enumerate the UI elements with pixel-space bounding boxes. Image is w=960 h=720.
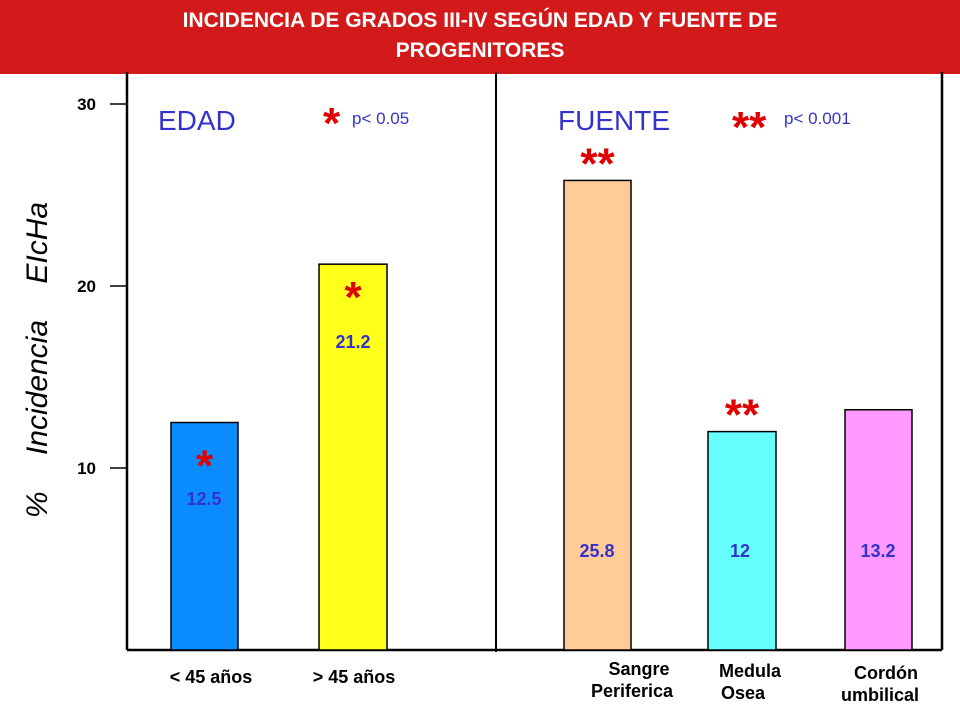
fuente-heading: FUENTE [558,105,670,136]
bar-value-label: 12 [730,541,750,561]
x-label-sangre-periferica: Sangre Periferica [590,659,674,701]
bar [170,421,239,651]
x-label-cordon-umbilical: Cordón umbilical [840,663,920,705]
chart-title-line-1: INCIDENCIA DE GRADOS III-IV SEGÚN EDAD Y… [182,9,778,32]
bar [707,430,777,651]
bars [170,179,913,651]
bar-significance-mark: * [344,273,362,322]
y-tick-label: 30 [77,95,96,114]
axes: 10 20 30 [77,72,944,652]
bar [318,263,388,651]
chart-title-line-2: PROGENITORES [395,39,565,62]
fuente-p-value: p< 0.001 [784,109,851,128]
y-tick-label: 20 [77,277,96,296]
y-tick-label: 10 [77,459,96,478]
chart-title: INCIDENCIA DE GRADOS III-IV SEGÚN EDAD Y… [0,0,960,74]
x-label-lt45: < 45 años [169,667,253,687]
edad-heading: EDAD [158,105,236,136]
bar-value-label: 13.2 [860,541,895,561]
bar-significance-mark: * [196,442,214,491]
x-label-medula-osea: Medula Osea [718,661,781,703]
bar-labels: 12.5*21.2*25.8**12**13.2 [186,139,895,561]
edad-significance-star: * [323,99,341,148]
bar-significance-mark: ** [725,391,760,440]
bar-significance-mark: ** [580,139,615,188]
bar [844,409,913,651]
bar-value-label: 25.8 [579,541,614,561]
bar-value-label: 21.2 [335,332,370,352]
bar [563,179,632,651]
bar-value-label: 12.5 [186,489,221,509]
fuente-significance-stars: ** [732,103,767,152]
edad-p-value: p< 0.05 [352,109,409,128]
x-label-gt45: > 45 años [312,667,396,687]
